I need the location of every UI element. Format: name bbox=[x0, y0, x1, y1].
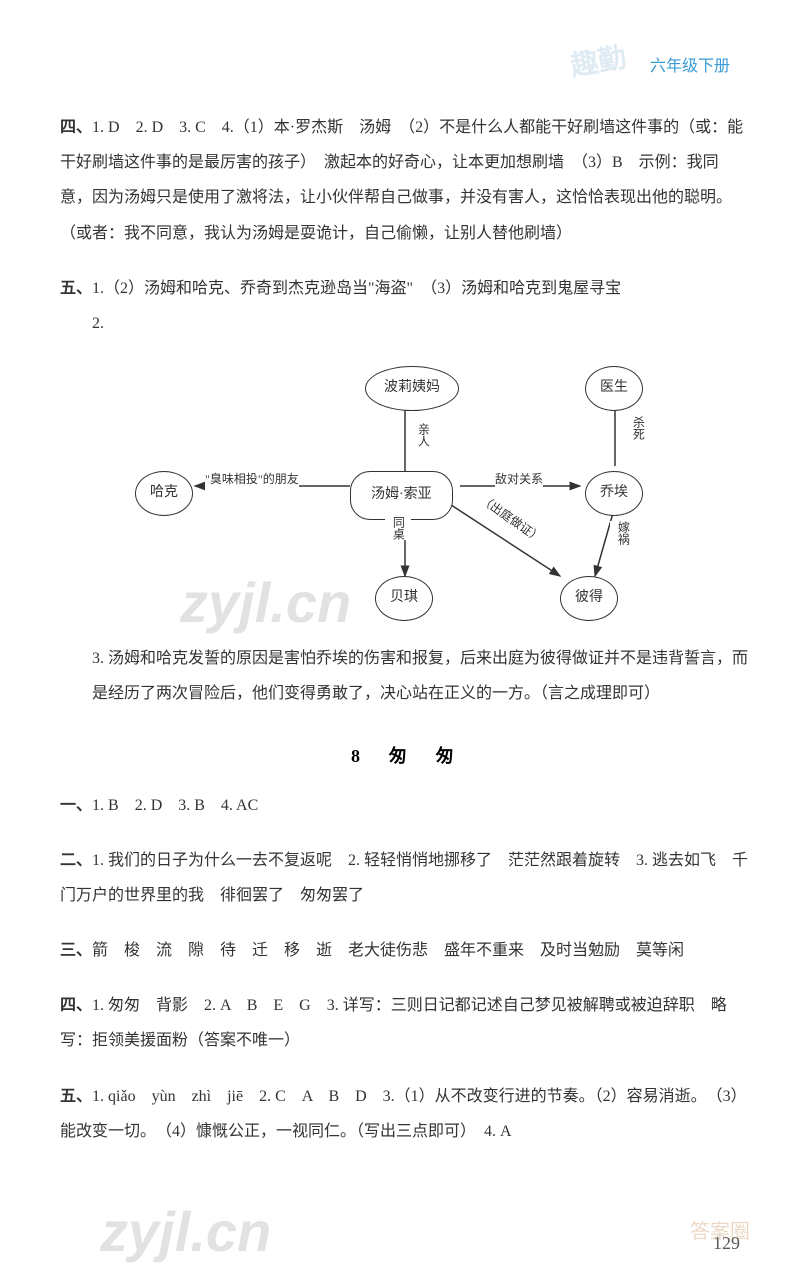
section-5-label: 五、 bbox=[60, 280, 92, 297]
node-doctor: 医生 bbox=[585, 366, 643, 411]
edge-polly-label: 亲人 bbox=[410, 423, 436, 447]
section-c-content: 箭 梭 流 隙 待 迁 移 逝 老大徒伤悲 盛年不重来 及时当勉励 莫等闲 bbox=[92, 942, 684, 959]
section-b: 二、1. 我们的日子为什么一去不复返呢 2. 轻轻悄悄地挪移了 茫茫然跟着旋转 … bbox=[60, 843, 750, 913]
section-a: 一、1. B 2. D 3. B 4. AC bbox=[60, 788, 750, 823]
edge-beiqi-label: 同桌 bbox=[385, 516, 411, 540]
section-e-label: 五、 bbox=[60, 1088, 92, 1105]
section-b-content: 1. 我们的日子为什么一去不复返呢 2. 轻轻悄悄地挪移了 茫茫然跟着旋转 3.… bbox=[60, 852, 748, 904]
grade-label: 六年级下册 bbox=[650, 58, 730, 75]
section-4-label: 四、 bbox=[60, 119, 92, 136]
section-5-line1: 1.（2）汤姆和哈克、乔奇到杰克逊岛当"海盗" （3）汤姆和哈克到鬼屋寻宝 bbox=[92, 280, 621, 297]
section-5: 五、1.（2）汤姆和哈克、乔奇到杰克逊岛当"海盗" （3）汤姆和哈克到鬼屋寻宝 … bbox=[60, 271, 750, 712]
section-4: 四、1. D 2. D 3. C 4.（1）本·罗杰斯 汤姆 （2）不是什么人都… bbox=[60, 110, 750, 251]
section-d-label: 四、 bbox=[60, 997, 92, 1014]
relationship-diagram: 汤姆·索亚 波莉姨妈 医生 哈克 乔埃 贝琪 彼得 "臭味相投"的朋友 亲人 杀… bbox=[105, 361, 705, 621]
node-pide: 彼得 bbox=[560, 576, 618, 621]
section-a-label: 一、 bbox=[60, 797, 92, 814]
lesson-8-title: 8 匆 匆 bbox=[60, 742, 750, 768]
node-huck: 哈克 bbox=[135, 471, 193, 516]
node-center: 汤姆·索亚 bbox=[350, 471, 453, 520]
section-a-content: 1. B 2. D 3. B 4. AC bbox=[92, 797, 258, 814]
section-5-item2-label: 2. bbox=[92, 315, 104, 332]
section-5-line3: 3. 汤姆和哈克发誓的原因是害怕乔埃的伤害和报复，后来出庭为彼得做证并不是违背誓… bbox=[60, 641, 750, 711]
page-header: 趣勤 六年级下册 bbox=[60, 40, 750, 80]
edge-huck-label: "臭味相投"的朋友 bbox=[205, 466, 299, 492]
node-polly: 波莉姨妈 bbox=[365, 366, 459, 411]
section-c-label: 三、 bbox=[60, 942, 92, 959]
section-c: 三、箭 梭 流 隙 待 迁 移 逝 老大徒伤悲 盛年不重来 及时当勉励 莫等闲 bbox=[60, 933, 750, 968]
page-number: 129 bbox=[713, 1233, 740, 1254]
header-stamp: 趣勤 bbox=[567, 35, 629, 84]
edge-doctor-label: 杀死 bbox=[625, 416, 651, 440]
section-4-content: 1. D 2. D 3. C 4.（1）本·罗杰斯 汤姆 （2）不是什么人都能干… bbox=[60, 119, 743, 242]
section-d: 四、1. 匆匆 背影 2. A B E G 3. 详写：三则日记都记述自己梦见被… bbox=[60, 988, 750, 1058]
watermark-2: zyjl.cn bbox=[100, 1199, 271, 1264]
section-e: 五、1. qiǎo yùn zhì jiē 2. C A B D 3.（1）从不… bbox=[60, 1079, 750, 1149]
node-beiqi: 贝琪 bbox=[375, 576, 433, 621]
edge-jiahuo-label: 嫁祸 bbox=[610, 521, 636, 545]
edge-qiao-label: 敌对关系 bbox=[495, 466, 543, 492]
section-d-content: 1. 匆匆 背影 2. A B E G 3. 详写：三则日记都记述自己梦见被解聘… bbox=[60, 997, 727, 1049]
section-b-label: 二、 bbox=[60, 852, 92, 869]
section-e-content: 1. qiǎo yùn zhì jiē 2. C A B D 3.（1）从不改变… bbox=[60, 1088, 747, 1140]
node-qiao: 乔埃 bbox=[585, 471, 643, 516]
